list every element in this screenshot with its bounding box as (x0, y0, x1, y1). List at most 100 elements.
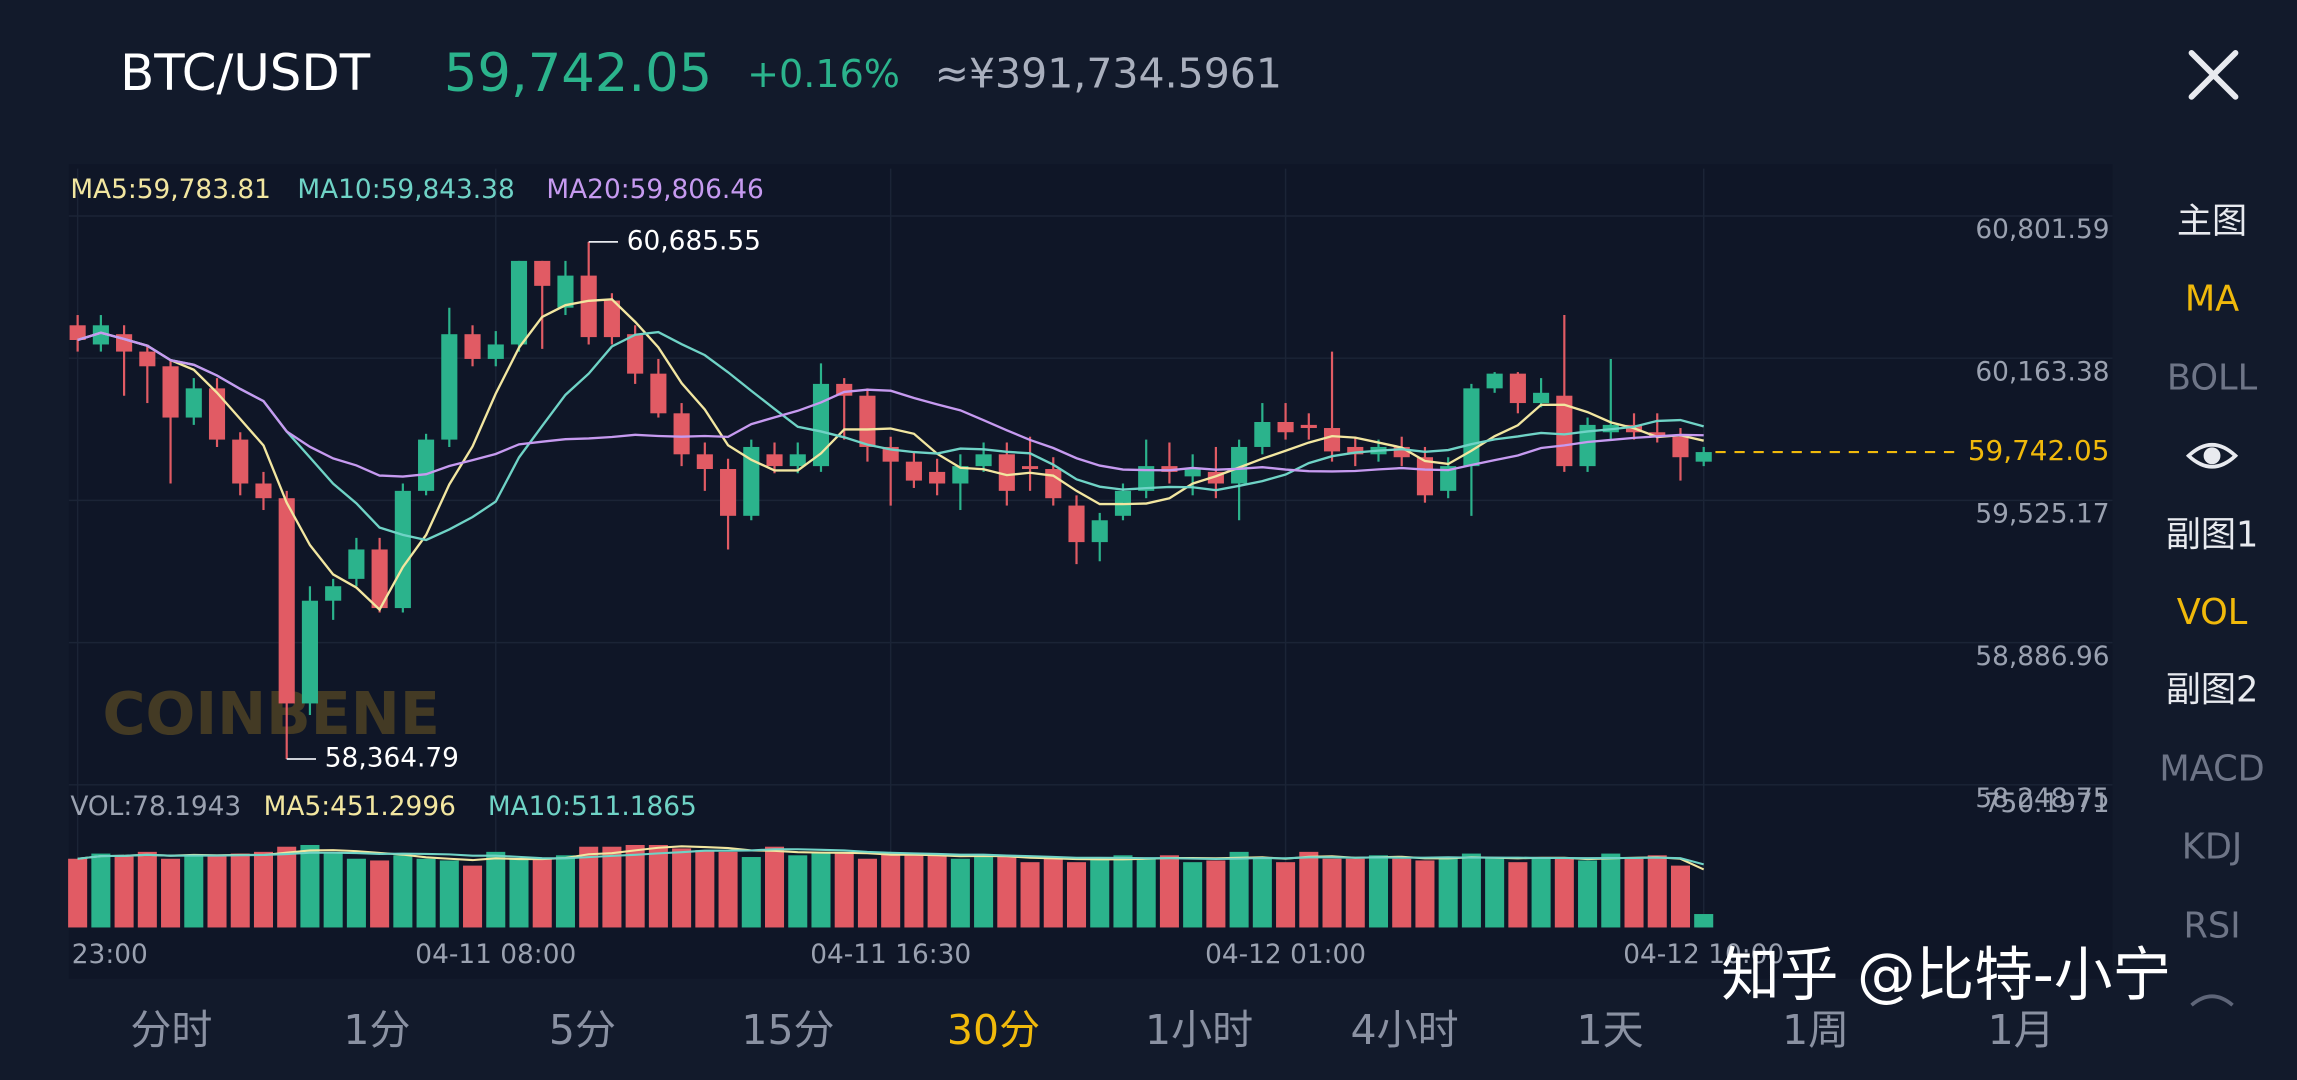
volume-bar (486, 851, 506, 928)
side-menu-item[interactable]: 主图 (2177, 201, 2247, 242)
timeframe-tab[interactable]: 1小时 (1145, 1006, 1253, 1054)
volume-bar (1206, 860, 1226, 928)
y-tick-label: 60,163.38 (1975, 357, 2109, 387)
side-menu-item[interactable]: VOL (2177, 592, 2248, 633)
candle-body (1184, 469, 1201, 477)
volume-bar (1136, 858, 1156, 928)
volume-ma-legend: MA10:511.1865 (488, 792, 697, 822)
candle-body (1091, 520, 1108, 543)
volume-bar (532, 858, 552, 928)
timeframe-tab[interactable]: 1天 (1577, 1006, 1644, 1054)
candle-body (1649, 432, 1666, 437)
volume-bar (346, 858, 366, 928)
close-icon (2188, 49, 2239, 100)
candle-body (650, 373, 667, 414)
close-button[interactable] (2188, 49, 2239, 100)
candle-body (627, 334, 644, 374)
y-tick-label: 59,525.17 (1975, 500, 2109, 530)
timeframe-tab[interactable]: 1月 (1988, 1006, 2055, 1054)
side-menu-item[interactable]: 副图1 (2166, 514, 2259, 555)
volume-bar (1485, 857, 1505, 928)
volume-bar (927, 855, 947, 928)
volume-bar (323, 853, 343, 928)
volume-bar (974, 857, 994, 928)
hide-icon[interactable] (2190, 994, 2234, 1007)
timeframe-tab[interactable]: 分时 (130, 1006, 212, 1054)
volume-bar (1113, 855, 1133, 928)
ma-line (77, 330, 1705, 542)
x-tick-label: 04-11 16:30 (810, 940, 971, 970)
volume-bar (1368, 855, 1389, 928)
candle-body (952, 466, 969, 484)
volume-bar (439, 860, 459, 928)
candle-body (1300, 424, 1317, 429)
volume-bar (230, 853, 250, 928)
candle-body (1347, 446, 1364, 455)
side-menu-item[interactable]: KDJ (2182, 826, 2242, 867)
volume-bar (1415, 860, 1435, 928)
side-menu-item[interactable]: MACD (2159, 749, 2264, 790)
candle-body (929, 471, 946, 484)
volume-bar (1554, 858, 1574, 928)
candle-body (232, 439, 249, 484)
volume-bar (1183, 862, 1203, 928)
candle-body (557, 275, 574, 308)
candle-body (1463, 388, 1480, 467)
volume-bar (1601, 853, 1621, 928)
candle-body (1393, 446, 1410, 458)
candle-body (1509, 373, 1526, 404)
volume-tick-label: 750.1971 (1984, 789, 2110, 819)
x-tick-label: 04-12 10:00 (1623, 940, 1784, 970)
candle-body (1207, 471, 1224, 484)
candle-body (859, 395, 876, 447)
side-menu-item[interactable]: BOLL (2167, 358, 2258, 399)
timeframe-tab[interactable]: 1分 (343, 1006, 410, 1054)
candle-body (1323, 428, 1341, 452)
candle-body (1045, 469, 1062, 499)
volume-bar (1276, 862, 1296, 928)
ma-line (77, 331, 1704, 478)
annotation-label: 60,685.55 (627, 226, 761, 256)
volume-bar (1392, 858, 1412, 928)
candle-body (743, 446, 760, 516)
timeframe-tab[interactable]: 15分 (741, 1006, 834, 1054)
volume-bar (1229, 851, 1249, 928)
candle-body (185, 388, 202, 418)
candle-body (1231, 446, 1248, 484)
candle-body (789, 454, 806, 467)
hide-outline (2190, 994, 2234, 1007)
last-price-label: 59,742.05 (1968, 434, 2110, 467)
candle-body (92, 325, 109, 345)
volume-bar (114, 855, 134, 928)
candle-body (696, 454, 713, 470)
eye-icon[interactable] (2185, 442, 2239, 469)
candle-body (580, 275, 597, 338)
volume-bar (1345, 858, 1365, 928)
timeframe-tab[interactable]: 1周 (1782, 1006, 1849, 1054)
side-menu-item[interactable]: RSI (2183, 905, 2240, 946)
volume-bar (1508, 862, 1528, 928)
candle-body (325, 586, 342, 601)
timeframe-tab[interactable]: 30分 (947, 1006, 1040, 1054)
volume-bar (1670, 865, 1690, 928)
candle-body (510, 260, 528, 345)
candle-body (255, 483, 272, 499)
volume-bar (765, 846, 785, 928)
candle-body (1440, 466, 1457, 491)
volume-bar (370, 860, 390, 928)
candle-body (441, 334, 458, 440)
candle-body (348, 549, 365, 579)
watermark: 知乎 @比特-小宁 (1721, 941, 2171, 1009)
side-menu-item[interactable]: MA (2185, 278, 2239, 319)
volume-bar (1043, 858, 1063, 928)
cny-price: ≈¥391,734.5961 (935, 49, 1282, 97)
ma-line (77, 298, 1704, 612)
volume-bar (1322, 858, 1342, 928)
timeframe-tab[interactable]: 5分 (549, 1006, 616, 1054)
candle-body (1695, 452, 1712, 462)
eye-pupil (2203, 447, 2221, 465)
candle-body (464, 334, 481, 359)
side-menu-item[interactable]: 副图2 (2166, 670, 2259, 711)
timeframe-tab[interactable]: 4小时 (1351, 1006, 1459, 1054)
